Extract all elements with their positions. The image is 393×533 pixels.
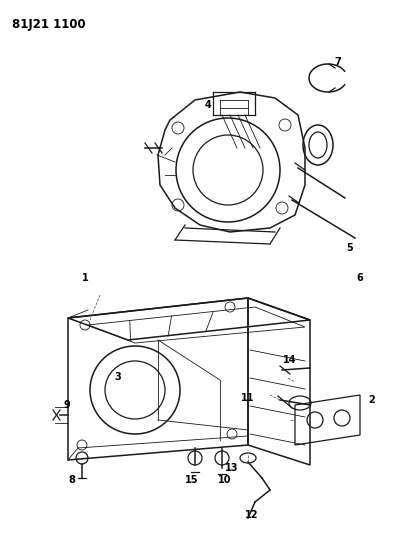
Text: 5: 5 bbox=[347, 243, 353, 253]
Text: 6: 6 bbox=[356, 273, 364, 283]
Text: 7: 7 bbox=[334, 57, 342, 67]
Text: 13: 13 bbox=[225, 463, 239, 473]
Text: 9: 9 bbox=[64, 400, 70, 410]
Text: 1: 1 bbox=[82, 273, 88, 283]
Text: 2: 2 bbox=[369, 395, 375, 405]
Text: 4: 4 bbox=[205, 100, 211, 110]
Text: 3: 3 bbox=[115, 372, 121, 382]
Text: 10: 10 bbox=[218, 475, 232, 485]
Text: 81J21 1100: 81J21 1100 bbox=[12, 18, 86, 31]
Text: 14: 14 bbox=[283, 355, 297, 365]
Text: 8: 8 bbox=[68, 475, 75, 485]
Text: 11: 11 bbox=[241, 393, 255, 403]
Text: 15: 15 bbox=[185, 475, 199, 485]
Text: 12: 12 bbox=[245, 510, 259, 520]
